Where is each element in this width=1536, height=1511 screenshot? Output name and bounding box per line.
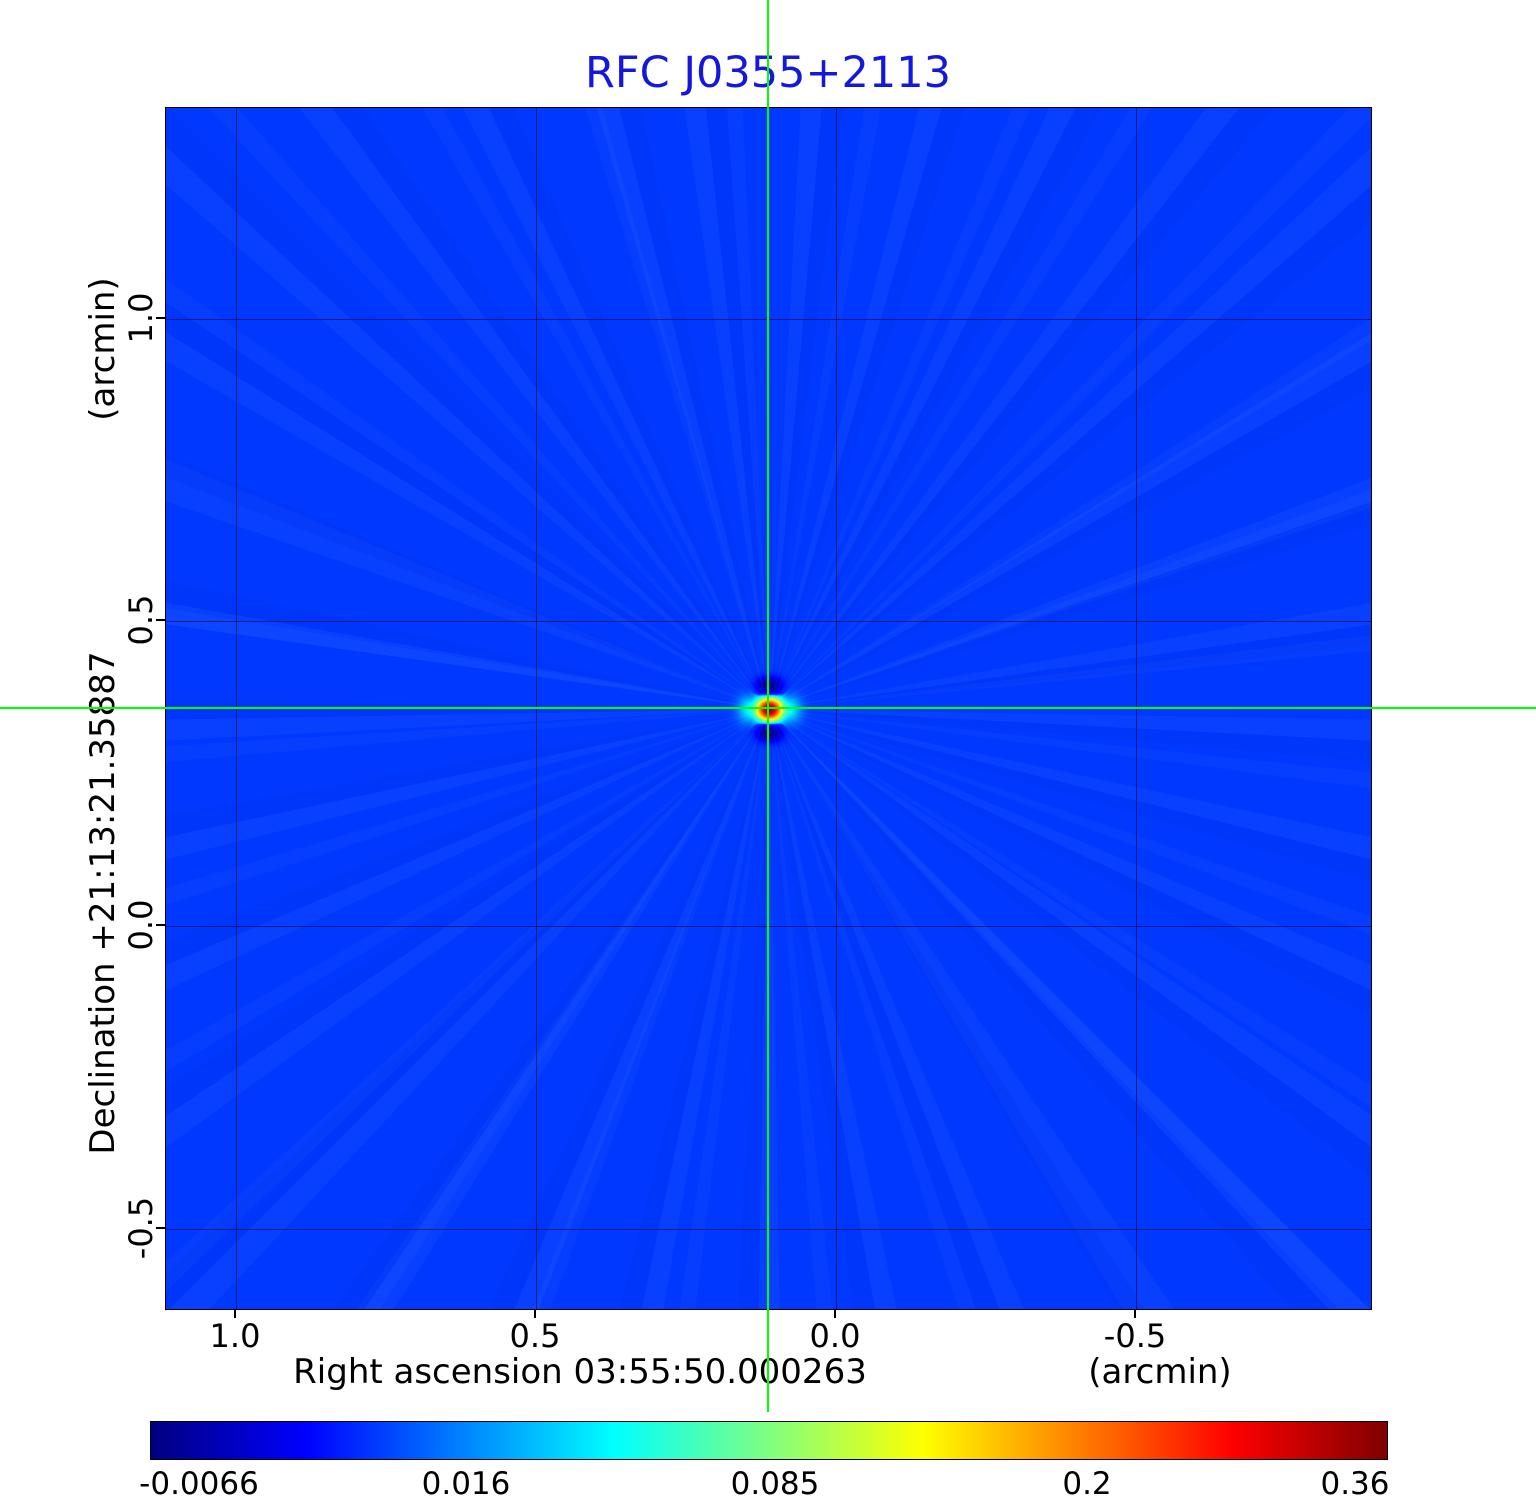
y-tick-label: 1.0 (122, 292, 160, 344)
x-axis-label: Right ascension 03:55:50.000263 (293, 1352, 867, 1392)
colorbar-tick-label: 0.36 (1320, 1466, 1390, 1502)
y-tick-label: 0.0 (122, 899, 160, 951)
y-axis-label: Declination +21:13:21.35887 (83, 651, 123, 1155)
colorbar-tick-label: 0.2 (1062, 1466, 1112, 1502)
x-tick-label: 0.0 (809, 1317, 861, 1355)
y-tick-label: -0.5 (122, 1196, 160, 1260)
colorbar-tick-label: -0.0066 (139, 1466, 259, 1502)
crosshair-horizontal-line (0, 707, 1536, 709)
crosshair-vertical-line (767, 0, 769, 1412)
x-tick-label: 1.0 (209, 1317, 261, 1355)
colorbar-tick-label: 0.085 (730, 1466, 820, 1502)
colorbar-gradient (150, 1421, 1388, 1460)
y-tick-mark (156, 924, 165, 926)
x-tick-label: 0.5 (509, 1317, 561, 1355)
y-tick-mark (156, 317, 165, 319)
x-tick-label: -0.5 (1103, 1317, 1167, 1355)
y-axis-unit: (arcmin) (83, 277, 123, 421)
x-tick-mark (234, 1309, 236, 1318)
y-tick-label: 0.5 (122, 594, 160, 646)
y-tick-mark (156, 619, 165, 621)
x-tick-mark (834, 1309, 836, 1318)
x-tick-mark (1134, 1309, 1136, 1318)
x-tick-mark (534, 1309, 536, 1318)
colorbar-tick-label: 0.016 (421, 1466, 511, 1502)
x-axis-unit: (arcmin) (1088, 1352, 1232, 1392)
y-tick-mark (156, 1227, 165, 1229)
